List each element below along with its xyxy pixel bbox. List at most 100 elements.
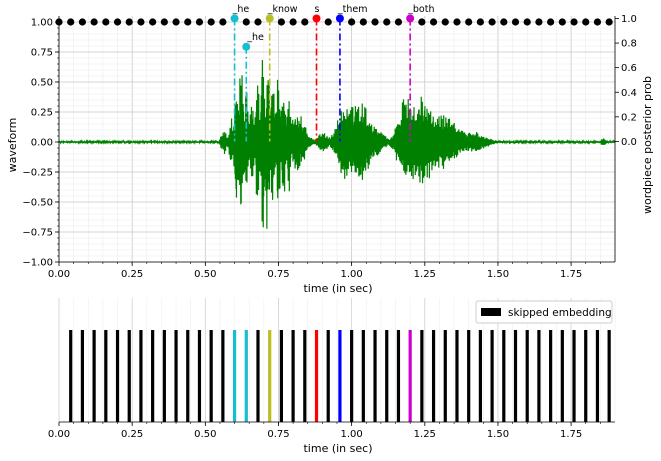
skipped-embedding-bar — [139, 330, 143, 422]
top-x-axis-label: time (in sec) — [303, 282, 372, 295]
skipped-embedding-bar — [115, 330, 120, 422]
skipped-embedding-bar — [174, 330, 178, 422]
frame-point — [113, 18, 122, 26]
skipped-embedding-bar — [385, 330, 389, 422]
wordpiece-label: _know — [267, 4, 298, 15]
skipped-embedding-bar — [396, 330, 401, 422]
frame-point — [219, 18, 227, 26]
frame-point — [195, 18, 204, 26]
x-tick-label: 1.25 — [414, 269, 436, 280]
wordpiece-marker — [312, 14, 321, 23]
skipped-embedding-bar — [455, 330, 459, 422]
skipped-embedding-bar — [549, 330, 553, 422]
frame-point — [324, 18, 332, 26]
wordpiece-label: _he — [246, 32, 264, 43]
bottom-x-tick-label: 0.00 — [48, 429, 70, 440]
selected-embedding-bar — [232, 330, 237, 422]
frame-point — [125, 18, 133, 26]
frame-point — [172, 18, 180, 26]
skipped-embedding-bar — [478, 330, 482, 422]
skipped-embedding-bar — [537, 330, 541, 422]
skipped-embedding-bar — [490, 330, 494, 422]
frame-point — [160, 18, 168, 26]
frame-point — [289, 18, 297, 26]
frame-point — [476, 18, 484, 26]
selected-embedding-bar — [244, 330, 248, 422]
y-tick-label: 0.00 — [31, 138, 53, 149]
skipped-embedding-bar — [595, 330, 600, 422]
frame-point — [371, 18, 379, 26]
x-tick-label: 0.00 — [48, 269, 70, 280]
top-axes: 0.00 0.25 0.50 0.75 1.00 1.25 1.50 1.75 −1.00 −0.… — [22, 14, 637, 280]
legend-swatch — [481, 308, 501, 316]
skipped-embedding-bar — [80, 330, 85, 422]
frame-point — [254, 18, 262, 26]
wordpiece-marker — [406, 14, 415, 23]
wordpiece-label: s — [315, 4, 320, 15]
selected-embedding-bar — [268, 330, 272, 422]
frame-point — [102, 18, 110, 26]
frame-point — [605, 18, 613, 26]
frame-point — [453, 18, 461, 26]
x-tick-label: 1.75 — [560, 269, 582, 280]
y-tick-label: 0.50 — [31, 78, 53, 89]
skipped-embedding-bar — [607, 330, 611, 422]
y-tick-label: −1.00 — [22, 258, 53, 269]
y-tick-label: 0.25 — [31, 108, 53, 119]
frame-point — [593, 18, 602, 26]
skipped-embedding-bar — [361, 330, 365, 422]
frame-point — [535, 18, 543, 26]
frame-point — [511, 18, 520, 26]
frame-point — [383, 18, 391, 26]
frame-point — [348, 18, 356, 26]
legend-box — [475, 300, 613, 324]
wordpiece-marker — [265, 14, 274, 23]
skipped-embedding-bar — [279, 330, 283, 422]
waveform-line — [58, 60, 616, 229]
y-tick-label: 0.75 — [31, 48, 53, 59]
bottom-axes: 0.00 0.25 0.50 0.75 1.00 1.25 1.50 1.75 — [48, 421, 615, 440]
bottom-x-tick-label: 0.75 — [267, 429, 289, 440]
waveform-series — [58, 60, 616, 229]
bottom-x-tick-label: 1.00 — [340, 429, 362, 440]
y-tick-label: −0.25 — [22, 168, 53, 179]
skipped-embedding-bar — [502, 330, 506, 422]
skipped-embedding-bar — [197, 330, 202, 422]
y-right-tick-label: 1.0 — [621, 14, 637, 25]
skipped-embedding-bar — [291, 330, 295, 422]
frame-point — [301, 18, 309, 26]
skipped-embedding-bar — [69, 330, 73, 422]
frame-point — [429, 18, 438, 26]
x-tick-label: 0.50 — [194, 269, 216, 280]
x-tick-label: 0.75 — [267, 269, 289, 280]
skipped-embedding-bar — [186, 330, 190, 422]
bottom-x-tick-label: 0.25 — [121, 429, 143, 440]
skipped-embedding-bar — [350, 330, 354, 422]
frame-point — [570, 18, 578, 26]
skipped-embedding-bar — [104, 330, 108, 422]
bottom-x-tick-label: 1.75 — [560, 429, 582, 440]
bottom-x-tick-label: 1.50 — [487, 429, 509, 440]
skipped-embedding-bar — [151, 330, 155, 422]
frame-point — [137, 18, 145, 26]
skipped-embedding-bar — [525, 330, 529, 422]
frame-point — [418, 18, 426, 26]
skipped-embedding-bar — [162, 330, 166, 422]
frame-point — [394, 18, 403, 26]
skipped-embedding-bar — [256, 330, 260, 422]
skipped-embedding-bar — [584, 330, 588, 422]
y-right-tick-label: 0.6 — [621, 63, 637, 74]
wordpiece-label: _he — [232, 4, 250, 15]
skipped-embedding-bar — [420, 330, 424, 422]
skipped-embedding-bar — [373, 330, 377, 422]
frame-point — [67, 18, 75, 26]
y-right-tick-label: 0.2 — [621, 112, 637, 123]
skipped-embedding-bar — [127, 330, 131, 422]
top-y-axis-label: waveform — [6, 118, 19, 173]
y-tick-label: −0.50 — [22, 198, 53, 209]
wordpiece-label: _them — [337, 4, 368, 15]
skipped-embedding-bar — [443, 330, 447, 422]
wordpiece-stems: _he _he _know s _them _both — [230, 4, 435, 142]
frame-point — [149, 18, 157, 26]
skipped-embedding-bar — [467, 330, 471, 422]
